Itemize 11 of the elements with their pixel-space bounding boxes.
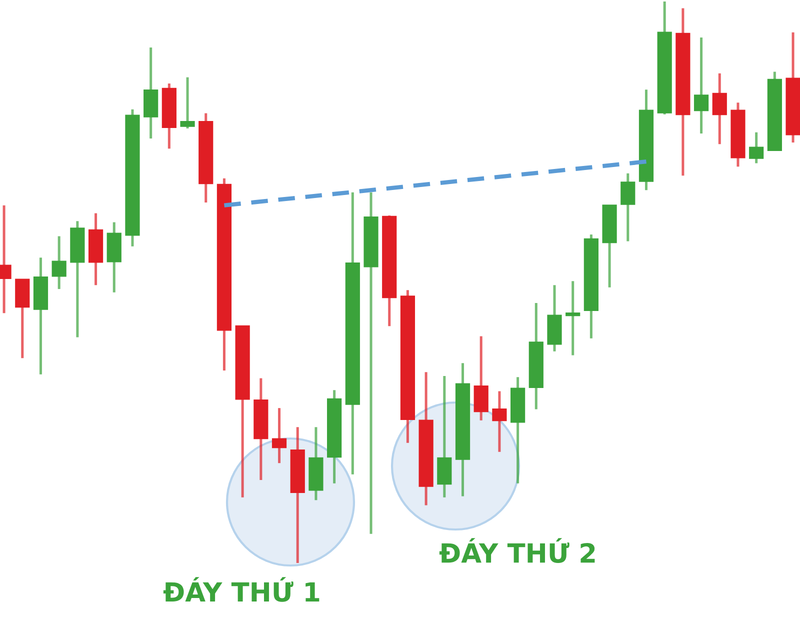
annotation: ĐÁY THỨ 2 bbox=[439, 538, 595, 563]
candlestick bbox=[566, 280, 580, 357]
candlestick bbox=[712, 72, 727, 146]
candlestick bbox=[272, 406, 287, 464]
text: ĐÁY THỨ 1 bbox=[163, 577, 320, 602]
candlestick bbox=[52, 234, 66, 290]
candlestick bbox=[492, 390, 507, 454]
candlestick bbox=[694, 36, 709, 135]
candlestick bbox=[749, 131, 764, 164]
candlestick bbox=[180, 76, 195, 130]
candlestick bbox=[620, 172, 636, 243]
